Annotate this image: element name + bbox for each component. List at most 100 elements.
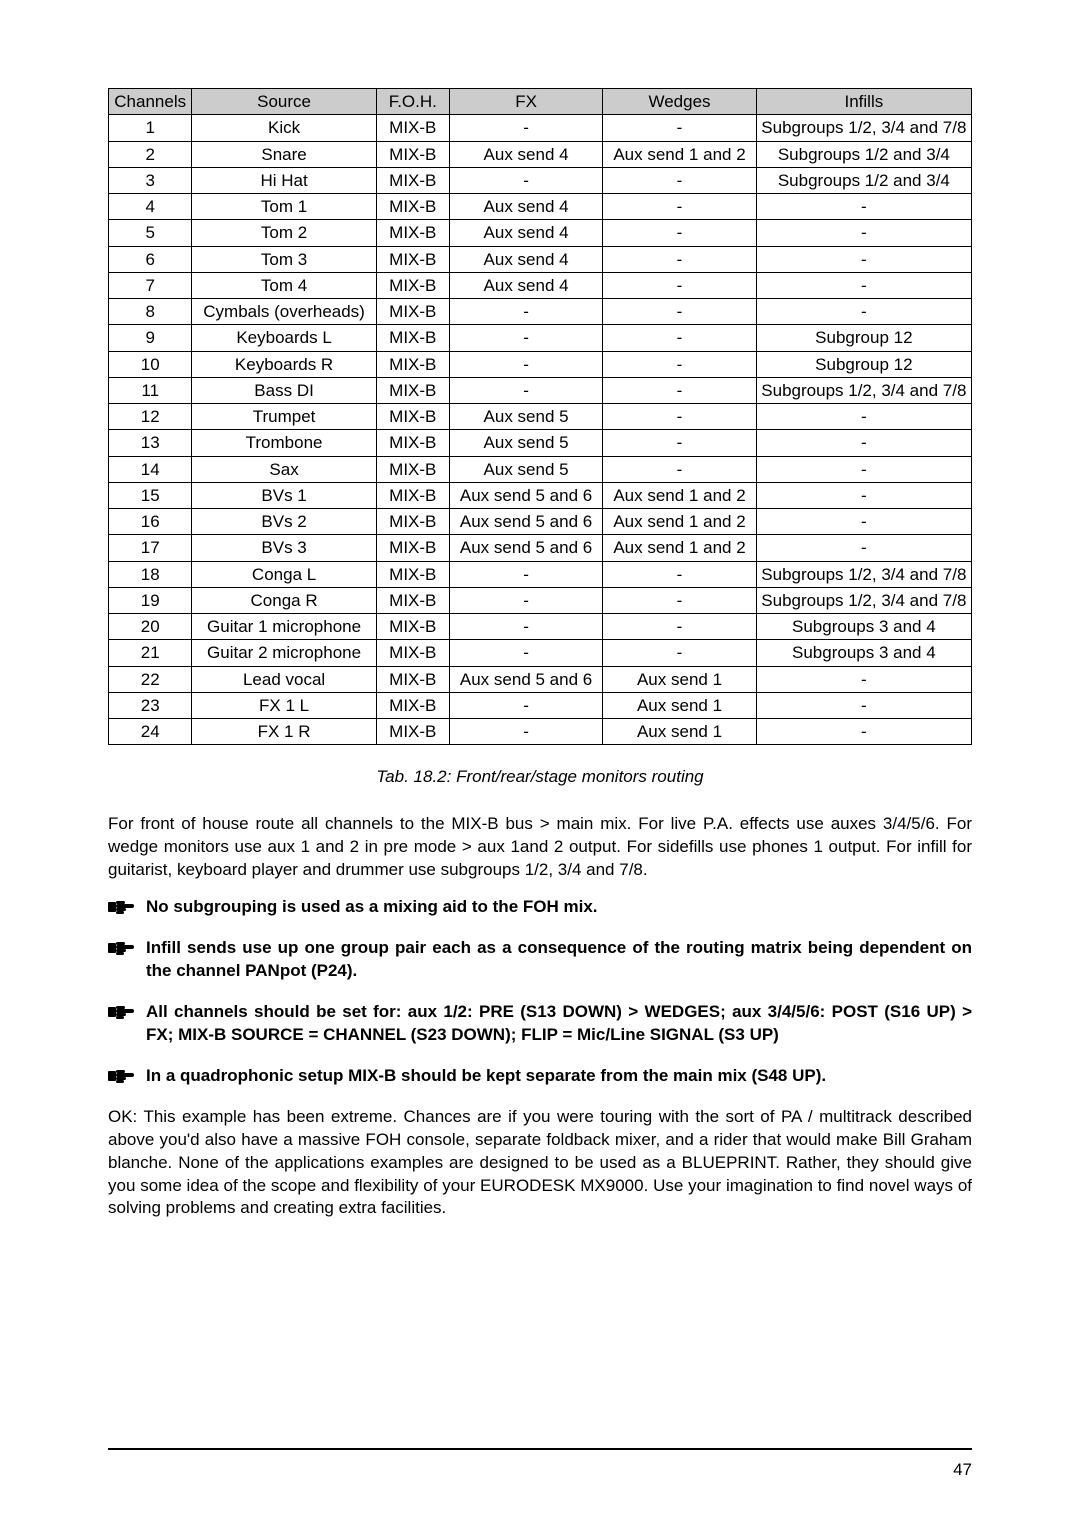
note-text: In a quadrophonic setup MIX-B should be … (146, 1065, 972, 1088)
table-cell: - (603, 194, 756, 220)
note-item: All channels should be set for: aux 1/2:… (108, 1001, 972, 1047)
table-row: 18Conga LMIX-B--Subgroups 1/2, 3/4 and 7… (109, 561, 972, 587)
table-cell: Subgroups 1/2 and 3/4 (756, 167, 971, 193)
table-cell: Keyboards R (192, 351, 376, 377)
table-cell: 6 (109, 246, 192, 272)
table-cell: MIX-B (376, 640, 449, 666)
table-header-cell: Source (192, 89, 376, 115)
table-cell: - (603, 246, 756, 272)
table-cell: MIX-B (376, 456, 449, 482)
table-cell: - (756, 456, 971, 482)
table-cell: FX 1 L (192, 692, 376, 718)
table-cell: Aux send 5 (449, 456, 602, 482)
note-icon-wrap (108, 896, 146, 916)
table-cell: Aux send 4 (449, 246, 602, 272)
table-cell: - (756, 692, 971, 718)
table-cell: 9 (109, 325, 192, 351)
table-cell: 17 (109, 535, 192, 561)
hand-point-right-icon (108, 896, 138, 916)
table-cell: Kick (192, 115, 376, 141)
table-cell: 7 (109, 272, 192, 298)
table-cell: - (756, 509, 971, 535)
table-cell: - (756, 272, 971, 298)
table-cell: 1 (109, 115, 192, 141)
table-row: 12TrumpetMIX-BAux send 5-- (109, 404, 972, 430)
table-cell: MIX-B (376, 561, 449, 587)
table-row: 23FX 1 LMIX-B-Aux send 1- (109, 692, 972, 718)
table-cell: MIX-B (376, 377, 449, 403)
table-cell: Aux send 5 and 6 (449, 482, 602, 508)
table-cell: MIX-B (376, 692, 449, 718)
table-cell: Trombone (192, 430, 376, 456)
table-row: 19Conga RMIX-B--Subgroups 1/2, 3/4 and 7… (109, 587, 972, 613)
table-row: 11Bass DIMIX-B--Subgroups 1/2, 3/4 and 7… (109, 377, 972, 403)
table-cell: Aux send 1 and 2 (603, 482, 756, 508)
table-cell: - (603, 587, 756, 613)
table-cell: Guitar 2 microphone (192, 640, 376, 666)
table-cell: - (756, 220, 971, 246)
table-cell: - (603, 220, 756, 246)
table-cell: MIX-B (376, 272, 449, 298)
note-text: No subgrouping is used as a mixing aid t… (146, 896, 972, 919)
table-cell: Aux send 5 (449, 430, 602, 456)
table-cell: 13 (109, 430, 192, 456)
table-cell: Aux send 1 and 2 (603, 141, 756, 167)
table-cell: 14 (109, 456, 192, 482)
table-cell: - (756, 299, 971, 325)
table-row: 22Lead vocalMIX-BAux send 5 and 6Aux sen… (109, 666, 972, 692)
table-cell: Guitar 1 microphone (192, 614, 376, 640)
table-cell: 19 (109, 587, 192, 613)
table-cell: MIX-B (376, 194, 449, 220)
table-cell: MIX-B (376, 404, 449, 430)
table-cell: BVs 2 (192, 509, 376, 535)
table-cell: 15 (109, 482, 192, 508)
table-cell: FX 1 R (192, 719, 376, 745)
table-cell: - (603, 167, 756, 193)
table-row: 14SaxMIX-BAux send 5-- (109, 456, 972, 482)
table-cell: 20 (109, 614, 192, 640)
table-cell: Aux send 1 (603, 666, 756, 692)
table-cell: - (603, 351, 756, 377)
table-cell: - (603, 640, 756, 666)
intro-paragraph: For front of house route all channels to… (108, 813, 972, 882)
table-cell: - (756, 719, 971, 745)
table-cell: Subgroups 3 and 4 (756, 614, 971, 640)
table-cell: - (603, 272, 756, 298)
table-cell: MIX-B (376, 220, 449, 246)
hand-point-right-icon (108, 1065, 138, 1085)
note-item: No subgrouping is used as a mixing aid t… (108, 896, 972, 919)
table-cell: - (603, 299, 756, 325)
table-cell: Aux send 4 (449, 194, 602, 220)
table-header: ChannelsSourceF.O.H.FXWedgesInfills (109, 89, 972, 115)
table-body: 1KickMIX-B--Subgroups 1/2, 3/4 and 7/82S… (109, 115, 972, 745)
table-cell: MIX-B (376, 482, 449, 508)
table-cell: Subgroups 1/2, 3/4 and 7/8 (756, 587, 971, 613)
table-cell: MIX-B (376, 115, 449, 141)
table-cell: Subgroup 12 (756, 325, 971, 351)
note-text: Infill sends use up one group pair each … (146, 937, 972, 983)
table-cell: Aux send 4 (449, 220, 602, 246)
table-cell: - (756, 666, 971, 692)
table-cell: 21 (109, 640, 192, 666)
table-cell: - (449, 561, 602, 587)
table-cell: Bass DI (192, 377, 376, 403)
table-cell: MIX-B (376, 614, 449, 640)
table-cell: - (756, 535, 971, 561)
table-cell: MIX-B (376, 587, 449, 613)
table-row: 15BVs 1MIX-BAux send 5 and 6Aux send 1 a… (109, 482, 972, 508)
table-row: 21Guitar 2 microphoneMIX-B--Subgroups 3 … (109, 640, 972, 666)
table-cell: 23 (109, 692, 192, 718)
table-cell: Subgroups 1/2 and 3/4 (756, 141, 971, 167)
table-cell: 16 (109, 509, 192, 535)
table-cell: 2 (109, 141, 192, 167)
table-cell: - (449, 614, 602, 640)
hand-point-right-icon (108, 937, 138, 957)
table-cell: Aux send 4 (449, 272, 602, 298)
table-cell: - (449, 115, 602, 141)
table-cell: BVs 1 (192, 482, 376, 508)
table-cell: Aux send 1 (603, 692, 756, 718)
note-item: In a quadrophonic setup MIX-B should be … (108, 1065, 972, 1088)
table-row: 3Hi HatMIX-B--Subgroups 1/2 and 3/4 (109, 167, 972, 193)
table-cell: - (756, 430, 971, 456)
table-cell: MIX-B (376, 325, 449, 351)
